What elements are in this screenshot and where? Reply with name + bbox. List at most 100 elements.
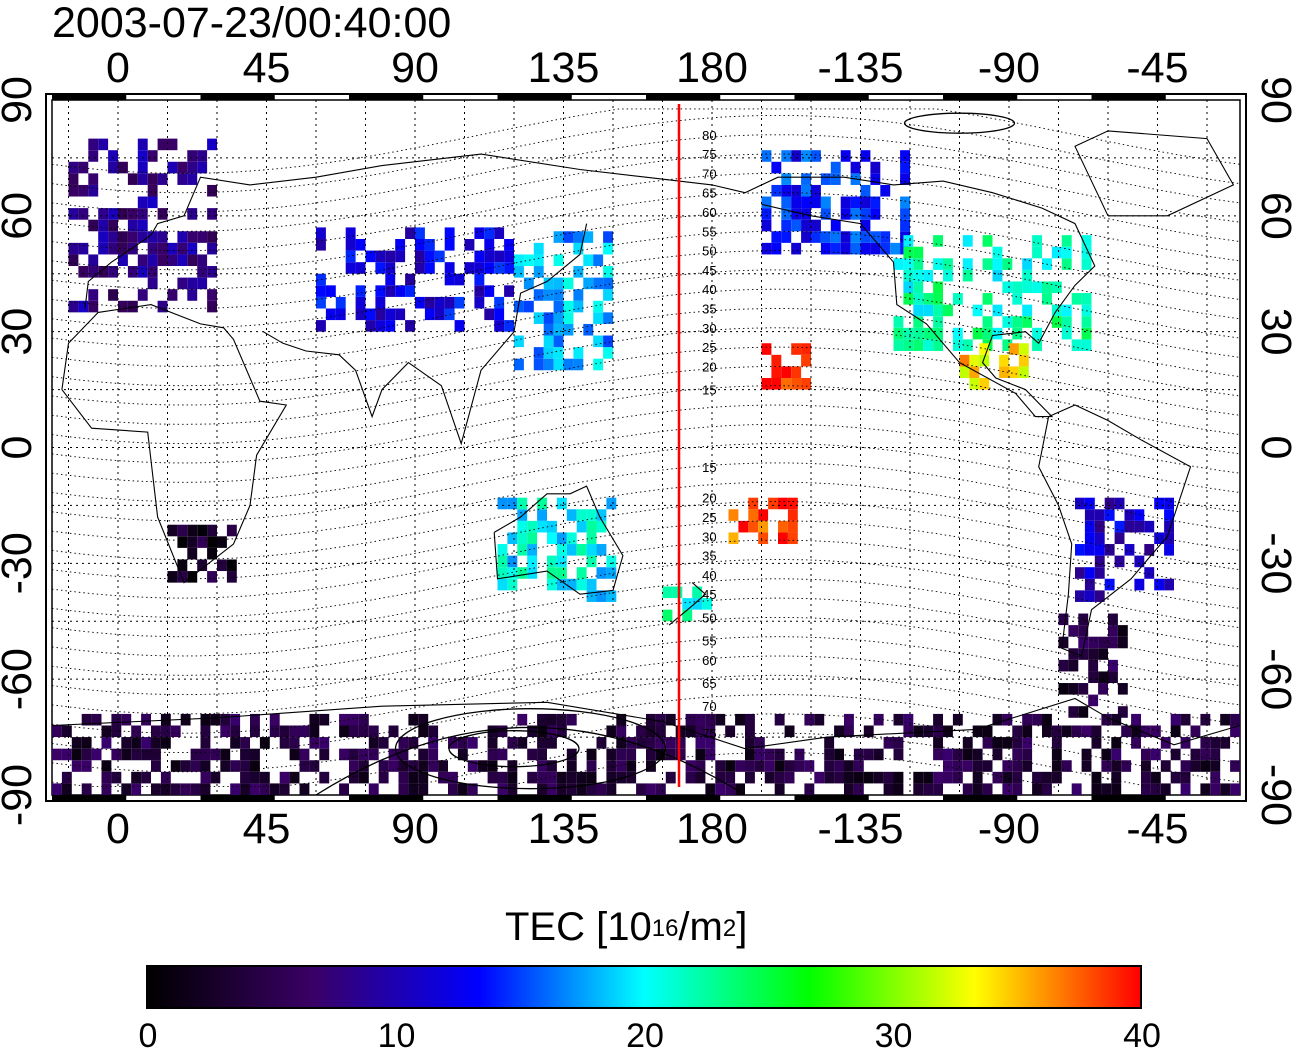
tec-cell (309, 760, 320, 772)
tec-cell (745, 748, 755, 761)
tec-cell (1022, 713, 1033, 726)
tec-cell (738, 520, 749, 533)
tec-cell (494, 262, 505, 274)
tec-cell (1117, 683, 1128, 695)
tec-cell (830, 173, 841, 185)
tec-cell (197, 254, 208, 267)
tec-cell (715, 783, 726, 795)
tec-cell (454, 320, 465, 332)
tec-cell (514, 335, 524, 348)
tec-cell (893, 339, 904, 351)
tec-cell (428, 760, 439, 772)
tec-cell (108, 150, 118, 162)
tec-cell (682, 609, 693, 622)
tec-cell (692, 598, 703, 610)
tec-cell (695, 748, 706, 761)
tec-cell (771, 354, 782, 367)
tec-cell (784, 771, 795, 784)
tec-cell (118, 254, 128, 267)
tec-cell (1061, 327, 1072, 340)
tec-cell (791, 242, 802, 255)
tec-cell (378, 771, 389, 784)
tec-cell (1164, 509, 1174, 521)
tec-cell (1002, 281, 1013, 294)
tec-cell (844, 771, 854, 784)
tec-cell (1012, 725, 1023, 738)
tec-cell (556, 713, 567, 726)
tec-cell (289, 748, 300, 761)
tec-cell (1022, 281, 1033, 294)
tec-cell (457, 737, 468, 749)
lon-tick-top: -135 (817, 44, 903, 92)
coastline (744, 176, 1096, 418)
tec-cell (860, 208, 871, 220)
tec-cell (507, 532, 518, 545)
tec-cell (646, 737, 656, 749)
lat-tick-left: 90 (0, 76, 41, 124)
tec-cell (820, 196, 831, 209)
tec-cell (870, 242, 881, 255)
tec-cell (170, 725, 181, 738)
tec-cell (962, 269, 973, 282)
tec-cell (834, 760, 844, 772)
tec-cell (1061, 760, 1072, 772)
tec-cell (167, 138, 178, 151)
lon-tick-bottom: 0 (106, 805, 130, 853)
tec-cell (299, 783, 310, 795)
tec-cell (1009, 343, 1019, 355)
tec-cell (1104, 578, 1115, 591)
tec-cell (844, 725, 854, 738)
tec-cell (365, 320, 376, 332)
tec-cell (992, 258, 1003, 270)
tec-cell (771, 161, 782, 174)
tec-cell (761, 242, 772, 255)
tec-cell (745, 771, 755, 784)
tec-cell (900, 196, 910, 209)
tec-cell (289, 771, 300, 784)
tec-cell (933, 281, 943, 294)
tec-cell (969, 354, 980, 367)
tec-cell (556, 544, 567, 556)
tec-cell (131, 725, 142, 738)
tec-cell (900, 208, 910, 220)
tec-cell (1002, 339, 1013, 351)
tec-map: 80 75 70 65 60 55 50 45 40 35 30 25 20 15 15 20 25 30 35 40… (0, 44, 1292, 853)
tec-cell (1018, 354, 1029, 367)
coastline (493, 485, 624, 595)
tec-cell (127, 173, 138, 185)
tec-cell (1088, 636, 1099, 649)
tec-cell (375, 320, 386, 332)
tec-cell (279, 725, 290, 738)
contour-line (51, 636, 1241, 715)
tec-cell (1022, 748, 1033, 761)
tec-cell (860, 150, 871, 162)
tec-cell (533, 358, 544, 371)
tec-cell (207, 571, 217, 583)
tec-cell (626, 760, 637, 772)
tec-cell (299, 760, 310, 772)
tec-cell (415, 239, 425, 251)
tec-cell (141, 748, 151, 761)
tec-cell (395, 250, 406, 263)
tec-cell (88, 219, 99, 232)
tec-cell (187, 536, 198, 548)
tec-cell (1081, 339, 1092, 351)
tec-cell (424, 239, 435, 251)
tec-cell (675, 725, 686, 738)
tec-cell (1220, 783, 1231, 795)
contour-label: 50 (702, 610, 716, 625)
tec-cell (761, 150, 772, 162)
tec-cell (533, 266, 544, 278)
tec-cell (563, 300, 574, 313)
tec-cell (177, 254, 188, 267)
tec-cell (692, 586, 703, 599)
tec-cell (1190, 760, 1201, 772)
tec-cell (566, 748, 577, 761)
tec-cell (576, 771, 587, 784)
tec-cell (870, 208, 881, 220)
tec-cell (151, 760, 161, 772)
tec-cell (883, 771, 894, 784)
tec-cell (1018, 343, 1029, 355)
tec-cell (355, 262, 366, 274)
tec-cell (378, 737, 389, 749)
